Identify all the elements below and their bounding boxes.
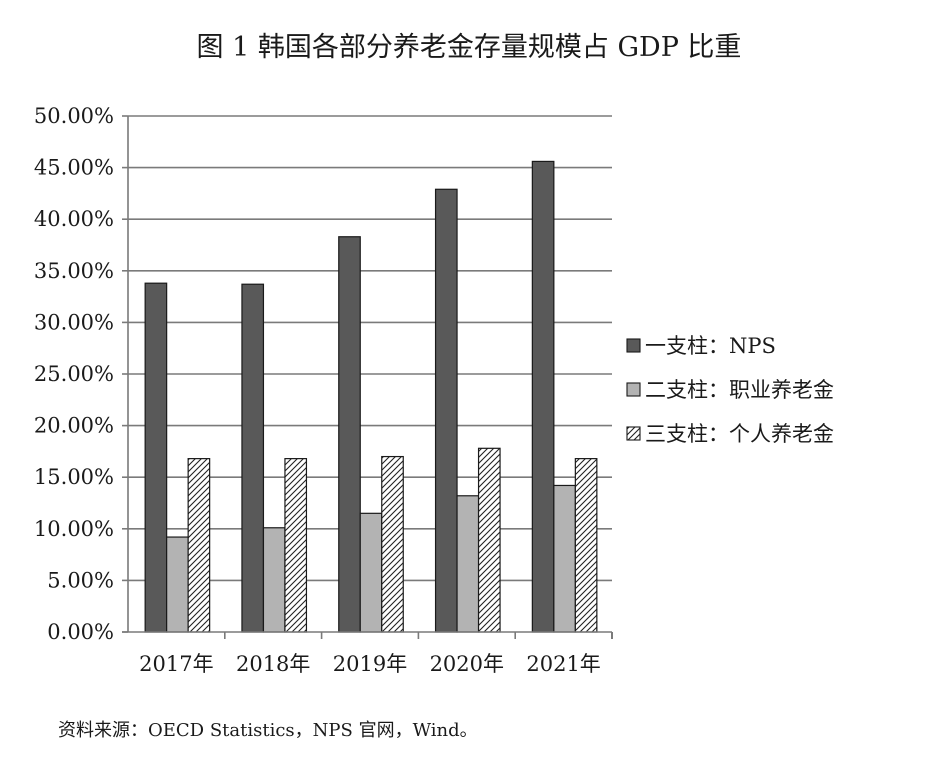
x-tick-label: 2021年	[526, 652, 600, 676]
y-tick-label: 30.00%	[34, 310, 114, 334]
bar-1-2020年	[434, 188, 458, 633]
legend-label-2: 二支柱：职业养老金	[645, 378, 834, 402]
bar-2-2019年	[359, 512, 383, 633]
bar-3-2021年	[574, 458, 598, 633]
legend-swatch-3	[626, 426, 641, 441]
bar-3-2019年	[381, 455, 404, 633]
x-tick-label: 2017年	[139, 652, 213, 676]
bar-1-2019年	[338, 236, 361, 633]
bar-3-2018年	[284, 458, 308, 633]
y-tick-label: 50.00%	[34, 104, 114, 128]
legend-swatch-2	[626, 382, 641, 397]
bar-2-2018年	[262, 527, 286, 633]
x-tick-label: 2019年	[333, 652, 407, 676]
x-tick-label: 2018年	[236, 652, 310, 676]
y-tick-label: 0.00%	[47, 620, 114, 644]
bars	[144, 160, 598, 633]
y-tick-label: 20.00%	[34, 414, 114, 438]
bar-3-2020年	[477, 447, 501, 633]
y-axis-ticks: 0.00% 5.00% 10.00% 15.00% 20.00% 25.00% 30.00%…	[34, 104, 128, 644]
x-tick-label: 2020年	[430, 652, 504, 676]
y-tick-label: 40.00%	[34, 207, 114, 231]
y-tick-label: 15.00%	[34, 465, 114, 489]
bar-1-2018年	[241, 283, 265, 633]
x-axis-ticks: 2017年 2018年 2019年 2020年 2021年	[139, 632, 613, 676]
y-tick-label: 45.00%	[34, 156, 114, 180]
bar-2-2017年	[166, 536, 189, 633]
y-tick-label: 35.00%	[34, 259, 114, 283]
y-tick-label: 5.00%	[47, 568, 114, 592]
bar-1-2017年	[144, 282, 168, 633]
bar-2-2021年	[553, 484, 576, 633]
chart-title: 图 1 韩国各部分养老金存量规模占 GDP 比重	[197, 32, 742, 63]
legend-label-1: 一支柱：NPS	[645, 334, 776, 358]
source-note: 资料来源：OECD Statistics，NPS 官网，Wind。	[58, 720, 478, 741]
legend-label-3: 三支柱：个人养老金	[645, 422, 834, 446]
y-tick-label: 10.00%	[34, 517, 114, 541]
bar-2-2020年	[456, 495, 480, 633]
bar-3-2017年	[187, 458, 211, 633]
y-tick-label: 25.00%	[34, 362, 114, 386]
legend-swatch-1	[626, 338, 641, 353]
bar-1-2021年	[531, 160, 555, 633]
